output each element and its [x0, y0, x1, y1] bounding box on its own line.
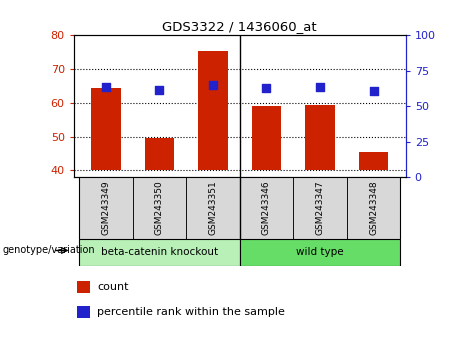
Point [102, 84, 110, 90]
Point [263, 85, 270, 91]
Text: percentile rank within the sample: percentile rank within the sample [97, 307, 285, 317]
Point [209, 82, 217, 88]
Bar [79, 177, 133, 239]
Text: beta-catenin knockout: beta-catenin knockout [101, 247, 218, 257]
Bar [240, 177, 293, 239]
Text: GSM243349: GSM243349 [101, 181, 110, 235]
Bar [198, 51, 228, 170]
Bar [79, 239, 240, 266]
Bar [145, 138, 174, 170]
Bar [186, 177, 240, 239]
Text: count: count [97, 282, 129, 292]
Text: GSM243348: GSM243348 [369, 181, 378, 235]
Point [370, 88, 377, 93]
Bar [77, 306, 90, 318]
Bar [77, 281, 90, 293]
Bar [91, 88, 121, 170]
Text: wild type: wild type [296, 247, 344, 257]
Bar [133, 177, 186, 239]
Bar [305, 104, 335, 170]
Bar [359, 152, 388, 170]
Bar [240, 239, 400, 266]
Title: GDS3322 / 1436060_at: GDS3322 / 1436060_at [162, 20, 317, 33]
Bar [252, 106, 281, 170]
Text: GSM243350: GSM243350 [155, 181, 164, 235]
Point [156, 87, 163, 93]
Text: genotype/variation: genotype/variation [2, 245, 95, 256]
Text: GSM243351: GSM243351 [208, 181, 218, 235]
Point [316, 84, 324, 90]
Text: GSM243347: GSM243347 [315, 181, 325, 235]
Bar [347, 177, 400, 239]
Text: GSM243346: GSM243346 [262, 181, 271, 235]
Bar [293, 177, 347, 239]
